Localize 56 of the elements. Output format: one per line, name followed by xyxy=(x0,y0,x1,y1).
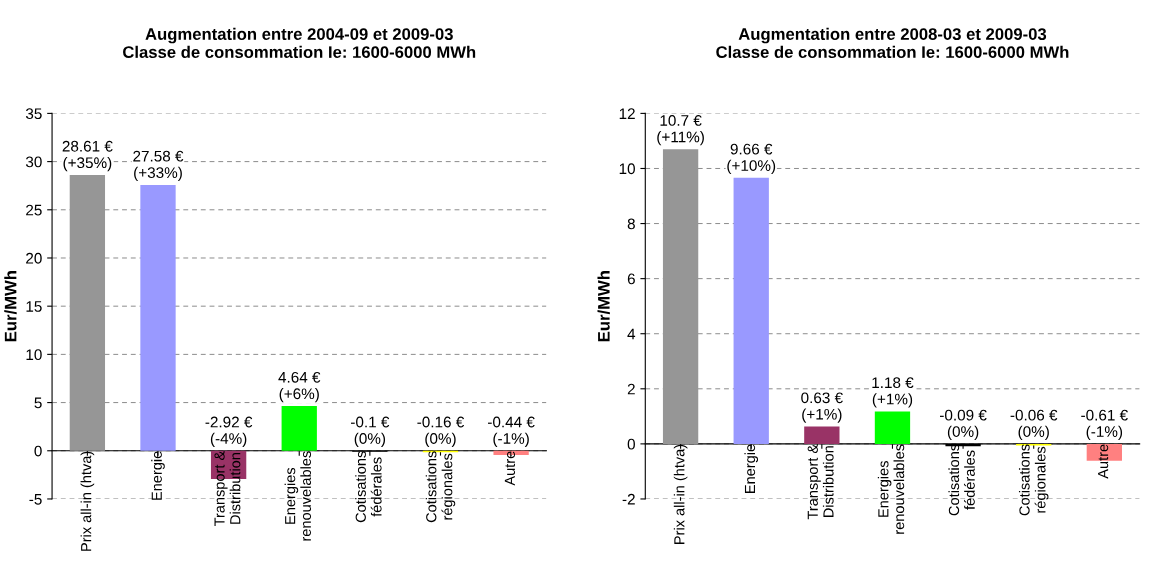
y-tick-label: 0 xyxy=(627,438,635,450)
y-tick-label: 6 xyxy=(627,273,635,285)
y-tick-label: 15 xyxy=(26,301,42,312)
data-label: 10.7 € (+11%) xyxy=(657,115,704,146)
y-tick-label: 10 xyxy=(619,163,635,175)
chart-title: Augmentation entre 2008-03 et 2009-03 Classe de consommation Ie: 1600-6000 MWh xyxy=(716,27,1069,59)
y-tick-label: 35 xyxy=(25,108,42,120)
bar xyxy=(662,149,699,444)
x-tick-label: Cotisations fédérales xyxy=(355,451,382,523)
data-label: 27.58 € (+33%) xyxy=(133,150,184,182)
x-tick-label: Prix all-in (htva) xyxy=(80,451,95,551)
data-label: -0.09 € (0%) xyxy=(939,409,987,441)
x-tick-label: Autre xyxy=(504,451,516,486)
x-tick-label: Energie xyxy=(744,444,759,493)
y-axis-title: Eur/MWh xyxy=(4,271,17,342)
y-axis-title: Eur/MWh xyxy=(597,271,610,342)
y-tick-label: -5 xyxy=(29,493,42,505)
data-label: -0.1 € (0%) xyxy=(351,416,390,447)
y-tick-label: 25 xyxy=(26,204,42,216)
bar xyxy=(281,406,317,451)
data-label: -0.44 € (-1%) xyxy=(488,416,535,447)
data-label: 0.63 € (+1%) xyxy=(801,392,843,423)
bar xyxy=(69,174,106,451)
x-tick-label: Cotisations régionales xyxy=(1018,444,1049,516)
data-label: 9.66 € (+10%) xyxy=(727,143,776,174)
data-label: -0.06 € (0%) xyxy=(1010,409,1058,441)
y-tick-label: 8 xyxy=(627,218,635,230)
data-label: 4.64 € (+6%) xyxy=(278,371,321,403)
x-tick-label: Autre xyxy=(1098,444,1109,479)
data-label: -0.16 € (0%) xyxy=(417,416,465,447)
data-label: 28.61 € (+35%) xyxy=(62,140,113,172)
y-tick-label: 5 xyxy=(34,397,42,409)
x-tick-label: Energies renouvelables xyxy=(877,444,905,534)
x-tick-label: Energies renouvelables xyxy=(284,451,312,541)
x-tick-label: Cotisations fédérales xyxy=(948,444,975,516)
chart-title: Augmentation entre 2004-09 et 2009-03 Classe de consommation Ie: 1600-6000 MWh xyxy=(123,27,476,59)
x-tick-label: Energie xyxy=(151,451,165,500)
bar xyxy=(874,411,911,444)
data-label: -2.92 € (-4%) xyxy=(205,416,253,447)
y-tick-label: 12 xyxy=(619,108,635,119)
y-tick-label: 2 xyxy=(627,383,635,395)
y-tick-label: 20 xyxy=(26,252,42,264)
data-label: 1.18 € (+1%) xyxy=(872,377,914,408)
x-tick-label: Cotisations régionales xyxy=(425,451,456,523)
data-label: -0.61 € (-1%) xyxy=(1081,409,1128,441)
y-tick-label: 30 xyxy=(25,156,42,168)
bar xyxy=(733,177,769,444)
x-tick-label: Prix all-in (htva) xyxy=(673,444,688,544)
y-tick-label: 0 xyxy=(34,445,42,457)
x-tick-label: Transport & Distribution xyxy=(214,450,241,527)
bar xyxy=(140,184,176,451)
y-tick-label: 10 xyxy=(26,349,42,361)
x-tick-label: Transport & Distribution xyxy=(807,444,834,520)
bar xyxy=(804,426,840,444)
y-tick-label: -2 xyxy=(622,493,635,505)
y-tick-label: 4 xyxy=(627,328,636,340)
